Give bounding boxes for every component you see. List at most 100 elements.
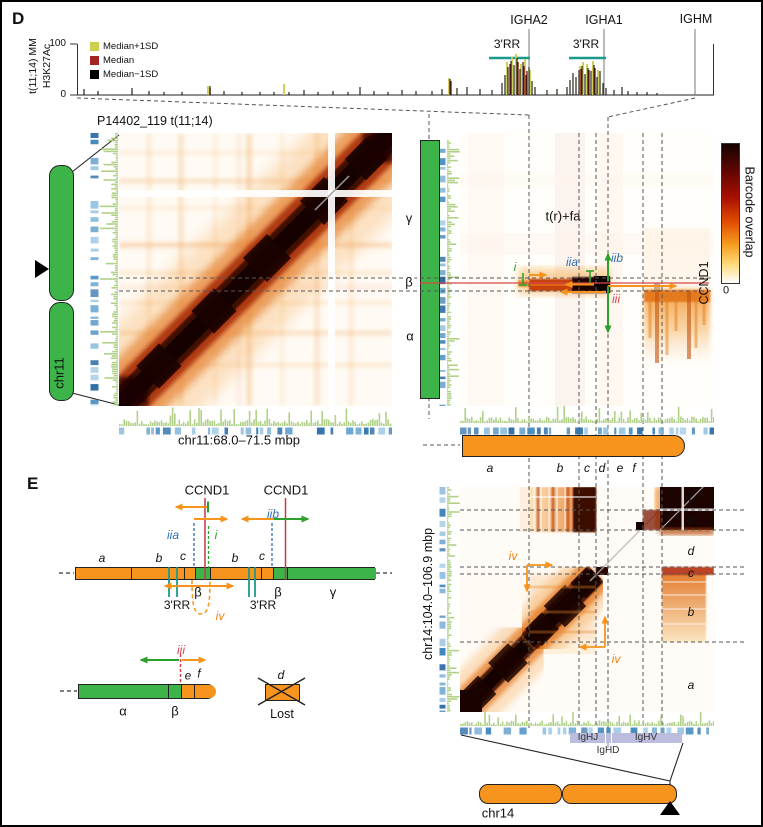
segment-b1 — [131, 568, 184, 579]
annotation-iv-top: iv — [508, 549, 518, 563]
ccnd1-axis-label: CCND1 — [696, 261, 711, 305]
e-der-alpha: α — [119, 703, 127, 719]
der-segment-f — [194, 685, 216, 698]
e-segment-b1: b — [155, 551, 163, 565]
segment-beta2 — [273, 568, 287, 579]
ccnd1-label-left: CCND1 — [184, 482, 230, 498]
chr14-segment-f: f — [632, 461, 636, 475]
ighv-label: IgHV — [634, 732, 658, 743]
e-beta-1: β — [194, 584, 202, 600]
row-label-f: f — [688, 492, 692, 506]
right-map-bottom-barcode — [460, 427, 714, 435]
condition-label: t(r)+fa — [545, 208, 581, 224]
gene-label-igha1: IGHA1 — [585, 12, 623, 27]
row-label-b: b — [687, 605, 695, 619]
chr14-breakpoint-triangle-icon — [660, 801, 680, 815]
track-y-axis-label-2: H3K27Ac — [40, 43, 53, 89]
signal-spikes-high — [207, 54, 599, 95]
e-segment-c1: c — [180, 549, 186, 563]
ighj-region-bar — [570, 733, 605, 743]
chr14-segment-b: b — [556, 461, 564, 475]
lost-cross-icon — [257, 677, 306, 706]
der-segment-e — [181, 685, 194, 698]
e-beta-2: β — [274, 584, 282, 600]
e-der-beta: β — [171, 703, 179, 719]
ighd-region-bar — [606, 733, 611, 743]
legend-label-median: Median — [103, 55, 135, 66]
barcode-overlap-colorbar — [721, 143, 740, 284]
track-y-tick-min: 0 — [60, 89, 66, 100]
e-annotation-iib: iib — [266, 507, 280, 521]
e-rr-left: 3'RR — [163, 598, 191, 612]
rr-label-right: 3'RR — [572, 37, 600, 51]
region-label-alpha: α — [406, 328, 414, 344]
annotation-iib: iib — [610, 251, 624, 265]
right-map-bottom-histogram — [460, 406, 714, 423]
track-y-tick-max: 100 — [49, 38, 66, 49]
legend-swatch-median-minus — [90, 70, 99, 79]
bottom-map-side-barcode — [439, 487, 446, 712]
e-annotation-iv: iv — [215, 609, 225, 623]
bottom-map-bottom-barcode — [460, 727, 714, 735]
row-label-a: a — [687, 678, 695, 692]
e-segment-b2: b — [231, 551, 239, 565]
signal-spikes-low — [83, 58, 658, 95]
chr14-region-bar — [462, 435, 685, 457]
panel-e-label: E — [27, 474, 39, 493]
deletion-loop — [191, 579, 211, 615]
chr14-ideogram-q-arm — [562, 784, 677, 804]
region-label-beta: β — [403, 274, 415, 290]
chr14-hic-heatmap — [460, 487, 714, 712]
e-segment-a: a — [98, 551, 106, 565]
der-segment-beta — [168, 685, 181, 698]
e-rr-right: 3'RR — [249, 598, 277, 612]
rr-label-left: 3'RR — [493, 37, 521, 51]
derivative-chromosome-bar — [78, 684, 216, 699]
chr14-label: chr14 — [481, 805, 515, 821]
legend-label-median-minus: Median−1SD — [103, 69, 159, 80]
ighd-label: IgHD — [596, 745, 620, 756]
ccnd1-label-right: CCND1 — [263, 482, 309, 498]
left-map-x-axis-label: chr11:68.0–71.5 mbp — [178, 432, 300, 448]
bottom-map-side-histogram — [447, 487, 460, 712]
chr11-label: chr11 — [51, 357, 67, 389]
row-label-c: c — [688, 566, 694, 580]
legend-label-median-plus: Median+1SD — [103, 41, 159, 52]
rearranged-allele-bar — [75, 567, 376, 580]
e-lost-label: Lost — [270, 706, 294, 721]
segment-b2 — [210, 568, 261, 579]
segment-beta1 — [195, 568, 210, 579]
segment-a — [76, 568, 131, 579]
chr14-segment-d: d — [598, 461, 606, 475]
left-map-title: P14402_119 t(11;14) — [97, 114, 213, 128]
left-map-side-barcode — [90, 133, 99, 406]
annotation-iia: iia — [565, 255, 579, 269]
e-annotation-iii: iii — [177, 643, 185, 657]
right-map-side-histogram — [447, 140, 460, 406]
ighj-label: IgHJ — [577, 732, 599, 743]
chr11-breakpoint-triangle-icon — [35, 260, 49, 278]
chr11-region-bar — [420, 140, 440, 399]
left-map-side-histogram — [99, 133, 118, 406]
legend-swatch-median — [90, 56, 99, 65]
colorbar-min-label: 0 — [722, 284, 730, 297]
e-annotation-iia: iia — [166, 528, 180, 542]
e-der-f: f — [197, 668, 201, 681]
annotation-iii: iii — [612, 292, 620, 306]
inversion-arrows — [523, 561, 609, 651]
row-label-e: e — [686, 513, 694, 527]
colorbar-title: Barcode overlap — [742, 166, 757, 258]
chr11-ideogram-p-arm — [49, 165, 74, 301]
e-lost-segment-d: d — [277, 668, 285, 682]
legend-swatch-median-plus — [90, 42, 99, 51]
left-map-bottom-barcode — [119, 427, 392, 435]
segment-c1 — [184, 568, 195, 579]
h3k27ac-signal-track — [77, 29, 714, 96]
track-y-axis-label-1: t(11;14) MM — [26, 38, 39, 94]
der-segment-alpha — [79, 685, 168, 698]
row-label-d: d — [687, 544, 695, 558]
segment-c2 — [261, 568, 273, 579]
chr11-ideogram-q-arm — [49, 302, 74, 401]
